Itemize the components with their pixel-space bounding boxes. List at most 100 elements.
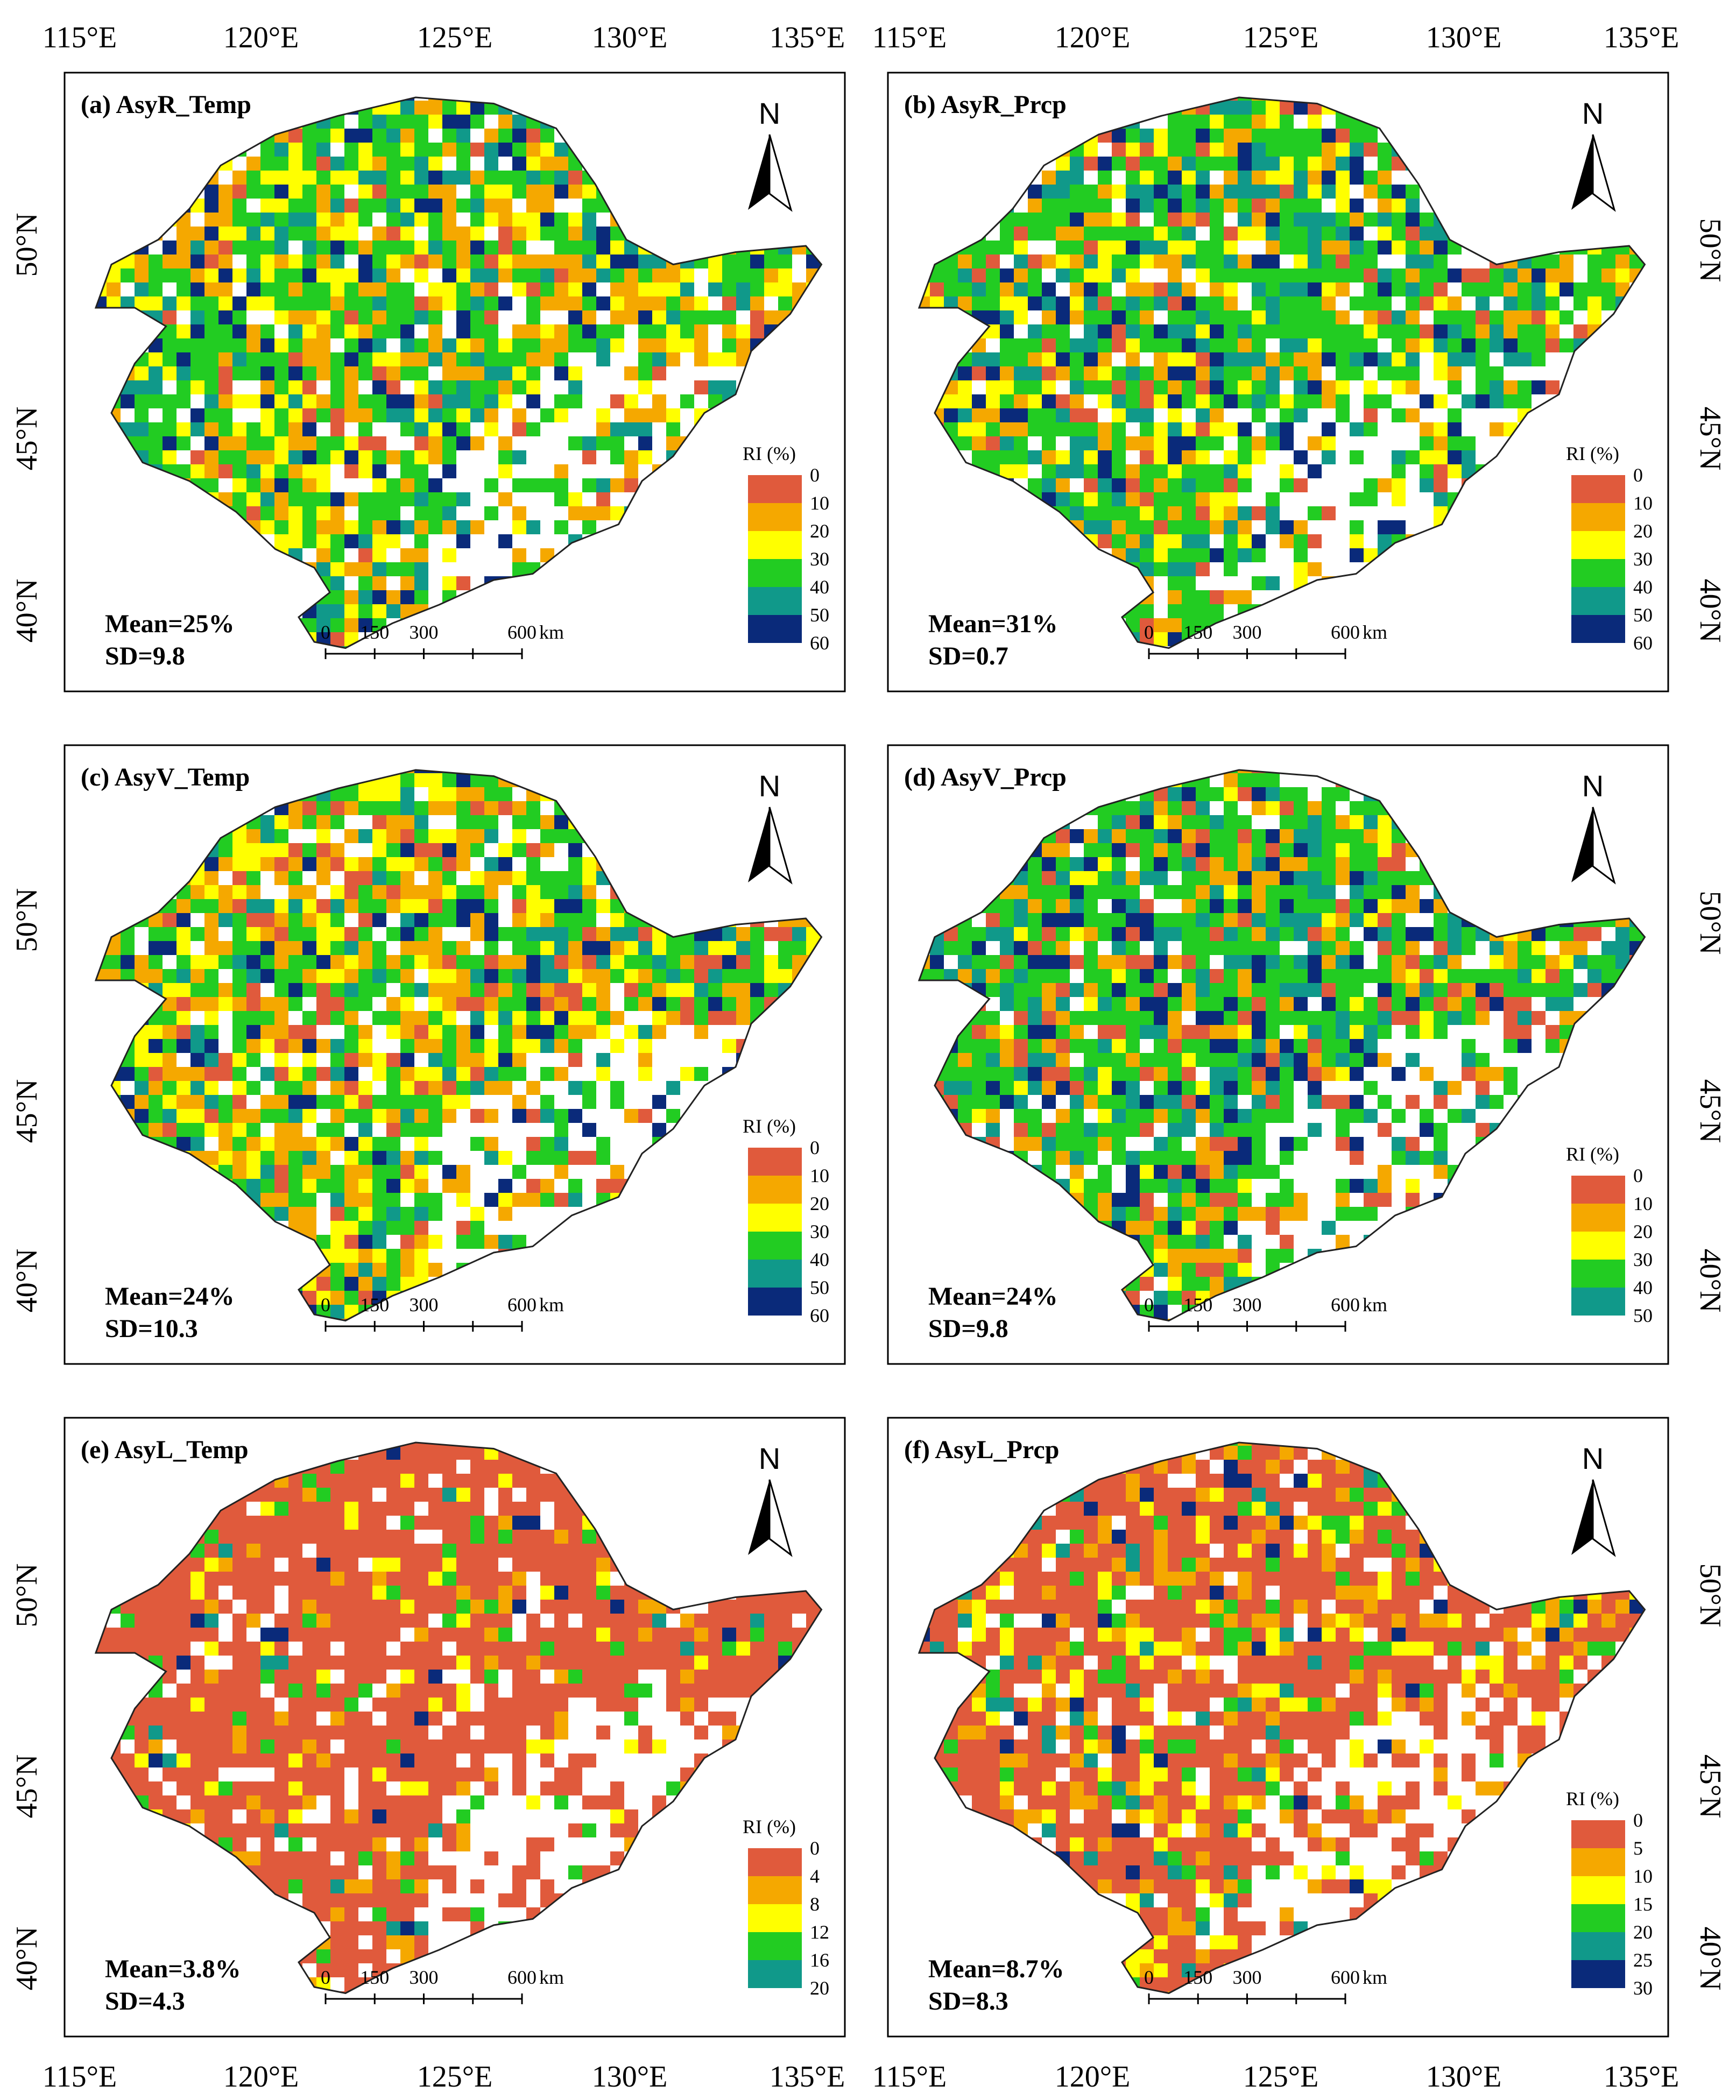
raster-cell — [1350, 450, 1364, 464]
raster-cell — [1014, 310, 1028, 324]
raster-cell — [1140, 618, 1154, 632]
lon-bottom-label: 120°E — [223, 2060, 299, 2094]
raster-cell — [1252, 115, 1266, 129]
raster-cell — [526, 380, 540, 394]
raster-cell — [316, 129, 330, 143]
raster-cell — [330, 969, 344, 983]
raster-cell — [484, 338, 498, 352]
raster-cell — [722, 997, 736, 1011]
raster-cell — [386, 380, 400, 394]
raster-cell — [135, 366, 149, 380]
raster-cell — [1182, 590, 1196, 604]
raster-cell — [1126, 352, 1140, 366]
raster-cell — [1308, 534, 1322, 548]
raster-cell — [778, 941, 792, 955]
raster-cell — [1140, 478, 1154, 492]
raster-cell — [358, 254, 372, 268]
raster-cell — [428, 506, 442, 520]
raster-cell — [1252, 338, 1266, 352]
raster-cell — [1406, 227, 1420, 241]
raster-cell — [204, 478, 218, 492]
raster-cell — [386, 352, 400, 366]
raster-cell — [274, 871, 288, 885]
raster-cell — [1140, 506, 1154, 520]
raster-cell — [414, 1011, 428, 1025]
raster-cell — [177, 436, 190, 450]
raster-cell — [1196, 590, 1210, 604]
raster-cell — [1182, 562, 1196, 576]
raster-cell — [163, 268, 177, 282]
raster-cell — [526, 157, 540, 171]
raster-cell — [1196, 450, 1210, 464]
raster-cell — [1028, 422, 1042, 436]
raster-cell — [358, 143, 372, 157]
raster-cell — [163, 408, 177, 422]
raster-cell — [260, 394, 274, 408]
scale-bar-label: 600 — [1331, 621, 1360, 643]
raster-cell — [680, 983, 694, 997]
raster-cell — [330, 199, 344, 213]
raster-cell — [1518, 296, 1532, 310]
raster-cell — [750, 282, 764, 296]
raster-cell — [1168, 296, 1182, 310]
raster-cell — [582, 254, 596, 268]
raster-cell — [400, 927, 414, 941]
raster-cell — [638, 366, 652, 380]
raster-cell — [288, 450, 302, 464]
raster-cell — [456, 843, 470, 857]
raster-cell — [1182, 464, 1196, 478]
north-arrow-icon: N — [748, 96, 793, 212]
raster-cell — [246, 955, 260, 969]
raster-cell — [722, 254, 736, 268]
raster-cell — [442, 213, 456, 227]
raster-cell — [1224, 464, 1238, 478]
raster-cell — [414, 955, 428, 969]
raster-cell — [470, 983, 484, 997]
raster-cell — [218, 394, 232, 408]
raster-cell — [302, 506, 316, 520]
raster-cell — [1266, 394, 1280, 408]
raster-cell — [344, 436, 358, 450]
raster-cell — [1126, 338, 1140, 352]
raster-cell — [246, 506, 260, 520]
raster-cell — [344, 787, 358, 801]
raster-cell — [484, 296, 498, 310]
raster-cell — [1252, 576, 1266, 590]
raster-cell — [1308, 282, 1322, 296]
raster-cell — [149, 282, 163, 296]
raster-cell — [1420, 338, 1434, 352]
raster-cell — [470, 213, 484, 227]
raster-cell — [400, 815, 414, 829]
raster-cell — [1601, 282, 1615, 296]
raster-cell — [400, 801, 414, 815]
raster-cell — [1154, 129, 1168, 143]
raster-cell — [498, 185, 512, 199]
raster-cell — [972, 408, 986, 422]
raster-cell — [260, 408, 274, 422]
raster-cell — [358, 282, 372, 296]
raster-cell — [1266, 506, 1280, 520]
raster-cell — [736, 254, 750, 268]
raster-cell — [1420, 324, 1434, 338]
raster-cell — [470, 969, 484, 983]
raster-cell — [470, 408, 484, 422]
raster-cell — [1056, 422, 1070, 436]
raster-cell — [372, 171, 386, 185]
raster-cell — [624, 983, 638, 997]
raster-cell — [526, 815, 540, 829]
raster-cell — [428, 436, 442, 450]
raster-cell — [526, 801, 540, 815]
raster-cell — [232, 941, 246, 955]
raster-cell — [372, 562, 386, 576]
raster-cell — [526, 254, 540, 268]
raster-cell — [344, 899, 358, 913]
raster-cell — [1042, 296, 1056, 310]
raster-cell — [344, 352, 358, 366]
raster-cell — [1378, 227, 1392, 241]
raster-cell — [190, 338, 204, 352]
raster-cell — [372, 324, 386, 338]
raster-cell — [1280, 171, 1294, 185]
raster-cell — [414, 829, 428, 843]
raster-cell — [498, 955, 512, 969]
raster-cell — [414, 590, 428, 604]
